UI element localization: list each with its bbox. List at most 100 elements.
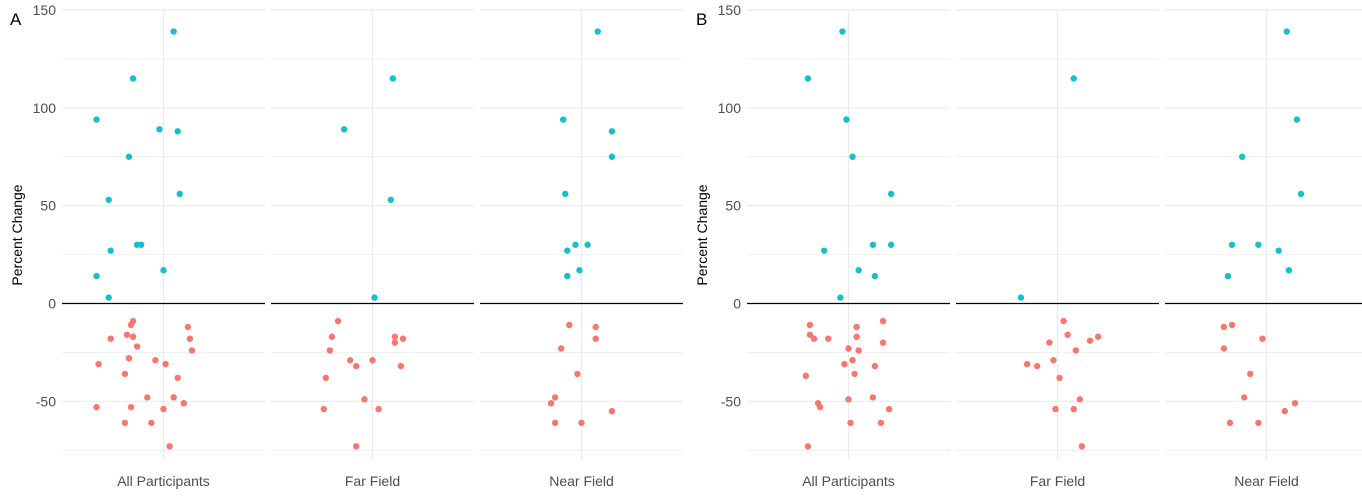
data-point <box>162 360 169 368</box>
data-point <box>804 75 812 82</box>
data-point <box>574 370 581 378</box>
data-point <box>879 317 887 325</box>
data-point <box>369 357 376 364</box>
data-point <box>806 321 814 329</box>
data-point <box>578 419 585 427</box>
data-point <box>551 394 559 401</box>
data-point <box>564 272 571 280</box>
data-point <box>608 128 616 135</box>
data-point <box>877 419 885 427</box>
data-point <box>160 405 167 413</box>
data-point <box>592 323 599 331</box>
data-point <box>1070 405 1077 413</box>
data-point <box>562 190 569 198</box>
data-point <box>810 335 818 342</box>
y-tick-label: -50 <box>36 393 56 409</box>
data-point <box>125 355 133 362</box>
data-point <box>127 403 135 411</box>
data-point <box>1238 153 1246 160</box>
facet: Near Field <box>480 9 683 489</box>
data-point <box>137 241 145 248</box>
facet: Far Field <box>271 9 474 489</box>
data-point <box>887 241 895 248</box>
data-point <box>608 407 616 415</box>
data-point <box>572 241 579 248</box>
panel-label: B <box>696 10 707 29</box>
data-point <box>105 196 112 203</box>
x-tick-label: Far Field <box>1030 473 1085 489</box>
data-point <box>1050 357 1057 364</box>
data-point <box>156 126 163 133</box>
data-point <box>1056 374 1063 382</box>
y-tick-label: 150 <box>33 2 57 18</box>
data-point <box>322 374 330 382</box>
data-point <box>389 75 396 82</box>
data-point <box>166 443 173 450</box>
data-point <box>121 419 129 427</box>
data-point <box>871 362 879 370</box>
data-point <box>127 321 135 329</box>
data-point <box>160 267 167 274</box>
data-point <box>107 247 114 254</box>
data-point <box>340 126 348 133</box>
data-point <box>387 196 394 203</box>
data-point <box>144 394 151 401</box>
data-point <box>105 294 112 301</box>
data-point <box>1247 370 1254 378</box>
y-axis-title: Percent Change <box>9 184 25 285</box>
data-point <box>558 345 565 352</box>
data-point <box>346 357 354 364</box>
facet: All Participants <box>747 9 950 489</box>
data-point <box>804 443 812 450</box>
data-point <box>1255 241 1262 248</box>
data-point <box>802 372 810 380</box>
y-tick-label: 0 <box>48 295 56 311</box>
data-point <box>334 317 342 325</box>
data-point <box>855 267 862 274</box>
x-tick-label: Near Field <box>549 473 614 489</box>
data-point <box>399 335 407 342</box>
data-point <box>1086 337 1094 344</box>
data-point <box>843 116 850 123</box>
data-point <box>869 241 877 248</box>
data-point <box>825 335 832 342</box>
data-point <box>551 419 559 427</box>
data-point <box>1281 407 1288 415</box>
data-point <box>328 333 336 340</box>
data-point <box>1017 294 1025 301</box>
data-point <box>849 153 856 160</box>
data-point <box>391 333 399 340</box>
data-point <box>123 331 131 338</box>
data-point <box>1052 405 1059 413</box>
data-point <box>564 247 571 254</box>
data-point <box>184 323 192 331</box>
data-point <box>853 323 860 331</box>
data-point <box>1275 247 1282 254</box>
data-point <box>1064 331 1071 338</box>
data-point <box>855 347 862 354</box>
data-point <box>560 116 567 123</box>
data-point <box>845 345 852 352</box>
data-point <box>1297 190 1305 198</box>
data-point <box>820 247 828 254</box>
x-tick-label: All Participants <box>117 473 210 489</box>
data-point <box>326 347 334 354</box>
data-point <box>174 374 181 382</box>
data-point <box>170 394 177 401</box>
data-point <box>869 394 877 401</box>
y-tick-label: 100 <box>718 100 742 116</box>
data-point <box>1226 419 1234 427</box>
data-point <box>1070 75 1077 82</box>
data-point <box>93 403 100 411</box>
data-point <box>152 357 159 364</box>
data-point <box>1259 335 1266 342</box>
data-point <box>93 272 100 280</box>
data-point <box>1224 272 1232 280</box>
data-point <box>1220 345 1228 352</box>
data-point <box>608 153 616 160</box>
data-point <box>839 28 846 35</box>
data-point <box>1291 400 1299 407</box>
data-point <box>1220 323 1228 331</box>
